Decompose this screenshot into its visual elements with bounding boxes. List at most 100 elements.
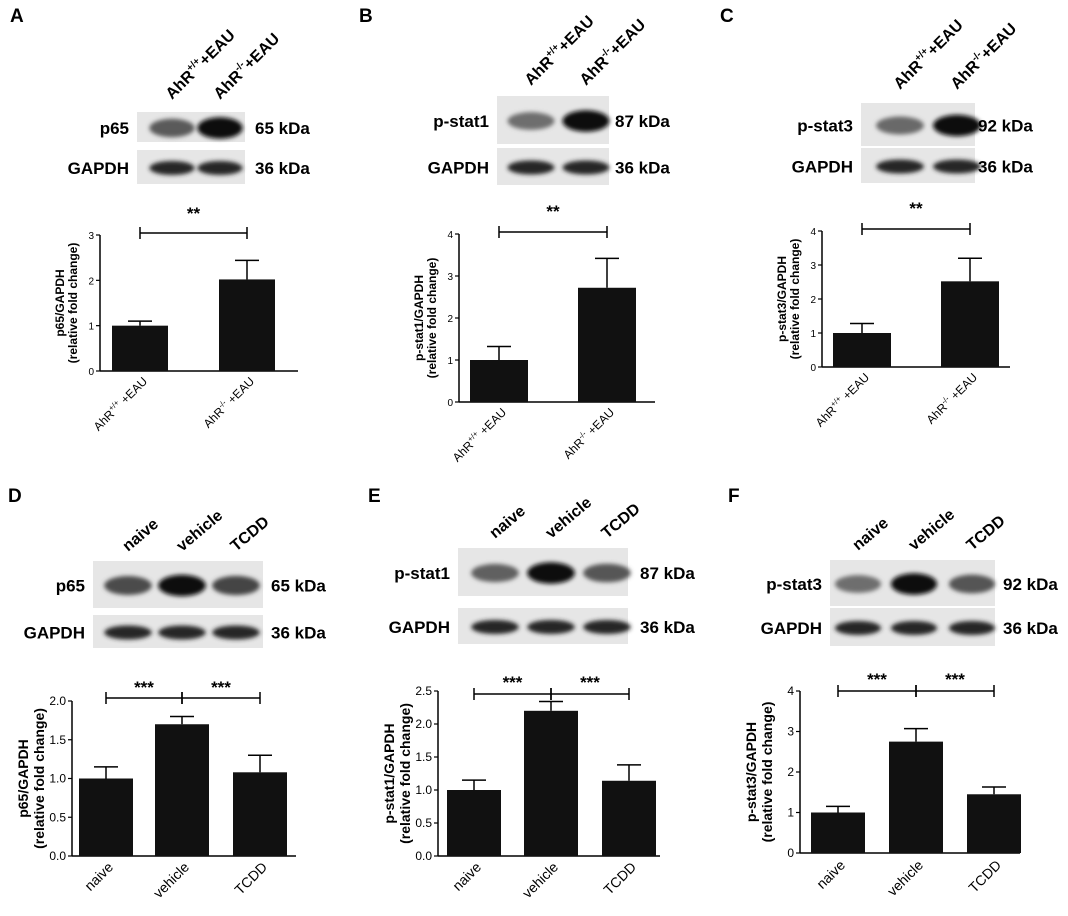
protein-label: p-stat3: [766, 575, 822, 594]
significance-bracket: **: [498, 202, 608, 238]
protein-label: p-stat1: [394, 564, 450, 583]
blot-strip: [458, 548, 631, 596]
bar: [233, 772, 287, 856]
blot-band: [471, 620, 519, 634]
blot-band: [149, 118, 195, 138]
kda-label: 36 kDa: [255, 159, 310, 178]
blot-strip: [830, 608, 996, 646]
blot-band: [890, 573, 938, 595]
bar: [79, 778, 133, 856]
y-tick-label: 0: [787, 846, 794, 860]
y-tick-label: 2.0: [49, 694, 66, 708]
blot-band: [527, 620, 575, 634]
bar: [470, 360, 528, 402]
kda-label: 65 kDa: [255, 119, 310, 138]
lane-label: naive: [487, 503, 529, 542]
x-category-label: vehicle: [519, 859, 561, 901]
bar: [219, 279, 275, 371]
blot-band: [834, 621, 882, 635]
significance-label: **: [546, 202, 560, 221]
significance-label: **: [909, 199, 923, 218]
y-axis-label: (relative fold change): [788, 239, 802, 360]
protein-label: GAPDH: [428, 159, 489, 178]
protein-label: p65: [56, 577, 85, 596]
y-tick-label: 2: [787, 765, 794, 779]
significance-label: ***: [867, 670, 887, 689]
bar: [524, 710, 578, 856]
bar: [578, 287, 636, 402]
panel-letter: E: [368, 486, 381, 507]
protein-label: GAPDH: [792, 158, 853, 177]
y-tick-label: 0.0: [49, 849, 66, 863]
bar: [155, 724, 209, 856]
y-tick-label: 0.0: [415, 849, 432, 863]
kda-label: 92 kDa: [978, 117, 1033, 136]
y-axis-label: (relative fold change): [31, 708, 47, 849]
x-category-label: naive: [449, 859, 484, 894]
blot-band: [212, 625, 260, 640]
blot-band: [948, 621, 996, 635]
bar: [112, 325, 168, 371]
blot-strip: [458, 608, 631, 644]
bar: [941, 281, 999, 367]
bar-chart: 0.0 0.5 1.0 1.5 2.0 p65/GAPDH (relative fold c…: [15, 678, 296, 901]
blot-band: [527, 562, 575, 584]
blot-band: [933, 159, 981, 174]
significance-label: ***: [945, 670, 965, 689]
y-axis-label: p-stat3/GAPDH: [743, 722, 759, 822]
blot-band: [104, 625, 152, 640]
protein-label: p65: [100, 119, 129, 138]
blot-strip: [93, 615, 263, 648]
y-axis-label: p-stat3/GAPDH: [775, 256, 789, 342]
x-category-label: vehicle: [150, 859, 192, 901]
bar: [833, 333, 891, 367]
lane-label: vehicle: [906, 506, 959, 554]
y-axis-label: p65/GAPDH: [15, 739, 31, 818]
y-tick-label: 4: [810, 227, 816, 238]
y-tick-label: 2.0: [415, 717, 432, 731]
blot-strip: [497, 96, 610, 144]
blot-band: [471, 563, 519, 583]
protein-label: p-stat3: [797, 117, 853, 136]
protein-label: GAPDH: [389, 618, 450, 637]
bar: [811, 812, 865, 853]
y-axis-label: (relative fold change): [66, 243, 80, 364]
y-axis-label: p65/GAPDH: [53, 269, 67, 336]
lane-label: naive: [120, 516, 162, 555]
x-category-label: AhR-/- +EAU: [560, 405, 617, 462]
blot-band: [583, 620, 631, 634]
blot-band: [507, 160, 555, 175]
blot-band: [876, 116, 924, 135]
blot-band: [212, 575, 260, 596]
blot-strip: [137, 112, 245, 142]
kda-label: 36 kDa: [615, 159, 670, 178]
y-tick-label: 1.0: [49, 772, 66, 786]
y-tick-label: 3: [787, 725, 794, 739]
y-tick-label: 1: [88, 322, 94, 333]
significance-bracket: ***: [181, 678, 261, 704]
x-category-label: TCDD: [965, 857, 1004, 896]
y-tick-label: 1.5: [415, 750, 432, 764]
lane-label: TCDD: [964, 512, 1009, 554]
bar-chart: 0.0 0.5 1.0 1.5 2.0 2.5 p-stat1/GAPDH (relative…: [381, 673, 660, 901]
significance-bracket: **: [861, 199, 971, 235]
y-tick-label: 1: [787, 806, 794, 820]
y-tick-label: 1.0: [415, 783, 432, 797]
lane-label: naive: [850, 515, 892, 554]
x-category-label: AhR+/+ +EAU: [812, 370, 872, 430]
protein-label: p-stat1: [433, 112, 489, 131]
significance-label: ***: [580, 673, 600, 692]
blot-band: [933, 114, 981, 137]
blot-band: [562, 110, 610, 132]
blot-band: [197, 117, 243, 139]
protein-label: GAPDH: [68, 159, 129, 178]
kda-label: 36 kDa: [640, 618, 695, 637]
protein-label: GAPDH: [761, 619, 822, 638]
x-category-label: TCDD: [231, 859, 270, 898]
y-tick-label: 4: [787, 684, 794, 698]
y-tick-label: 0: [810, 363, 816, 374]
